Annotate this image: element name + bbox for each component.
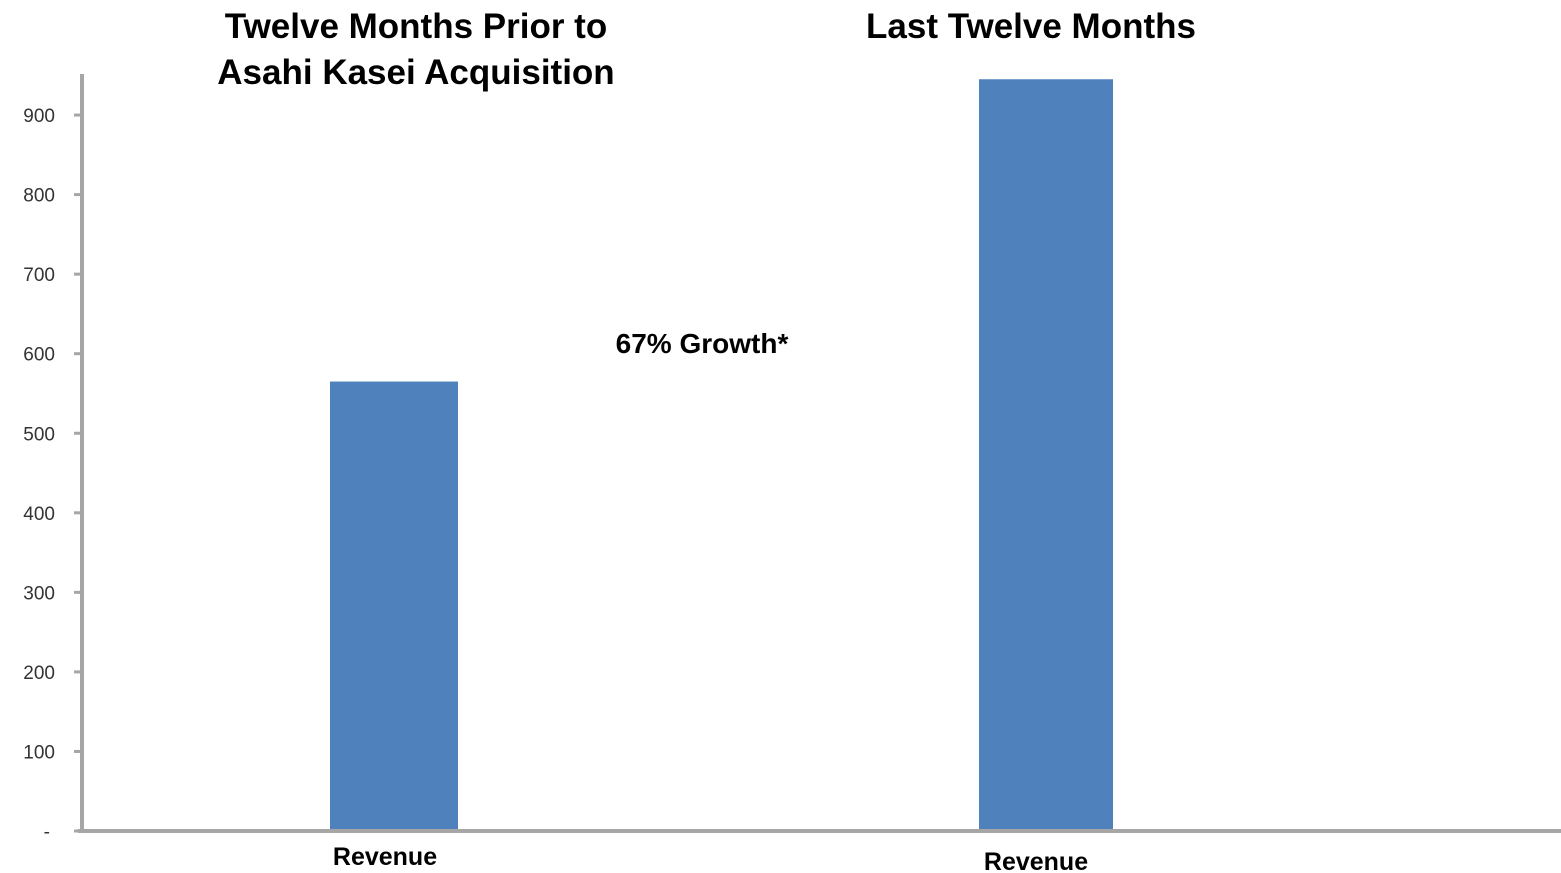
y-tick-label: 700 bbox=[23, 265, 55, 286]
y-tick-label: 500 bbox=[23, 424, 55, 445]
y-tick-label: 900 bbox=[23, 106, 55, 127]
x-category-label: Revenue bbox=[984, 848, 1088, 873]
bars bbox=[330, 79, 1113, 831]
y-tick-label: - bbox=[44, 822, 50, 843]
axes bbox=[78, 74, 1561, 833]
y-axis-ticks: - 100 200 300 400 500 600 700 800 900 bbox=[23, 106, 82, 843]
bar-ltm-revenue bbox=[979, 79, 1113, 831]
group-title-prior-line-2: Asahi Kasei Acquisition bbox=[217, 53, 614, 92]
y-tick-label: 100 bbox=[23, 742, 55, 763]
y-tick-label: 800 bbox=[23, 186, 55, 207]
growth-annotation: 67% Growth* bbox=[616, 328, 789, 359]
y-tick-label: 200 bbox=[23, 663, 55, 684]
group-title-prior-line-1: Twelve Months Prior to bbox=[225, 7, 607, 46]
x-axis-labels: Revenue Revenue bbox=[333, 843, 1088, 873]
group-title-last-twelve: Last Twelve Months bbox=[866, 7, 1196, 46]
bar-prior-revenue bbox=[330, 381, 458, 831]
y-tick-label: 300 bbox=[23, 583, 55, 604]
y-tick-label: 600 bbox=[23, 345, 55, 366]
x-category-label: Revenue bbox=[333, 843, 437, 871]
group-titles: Twelve Months Prior to Asahi Kasei Acqui… bbox=[217, 7, 1196, 92]
y-tick-label: 400 bbox=[23, 504, 55, 525]
